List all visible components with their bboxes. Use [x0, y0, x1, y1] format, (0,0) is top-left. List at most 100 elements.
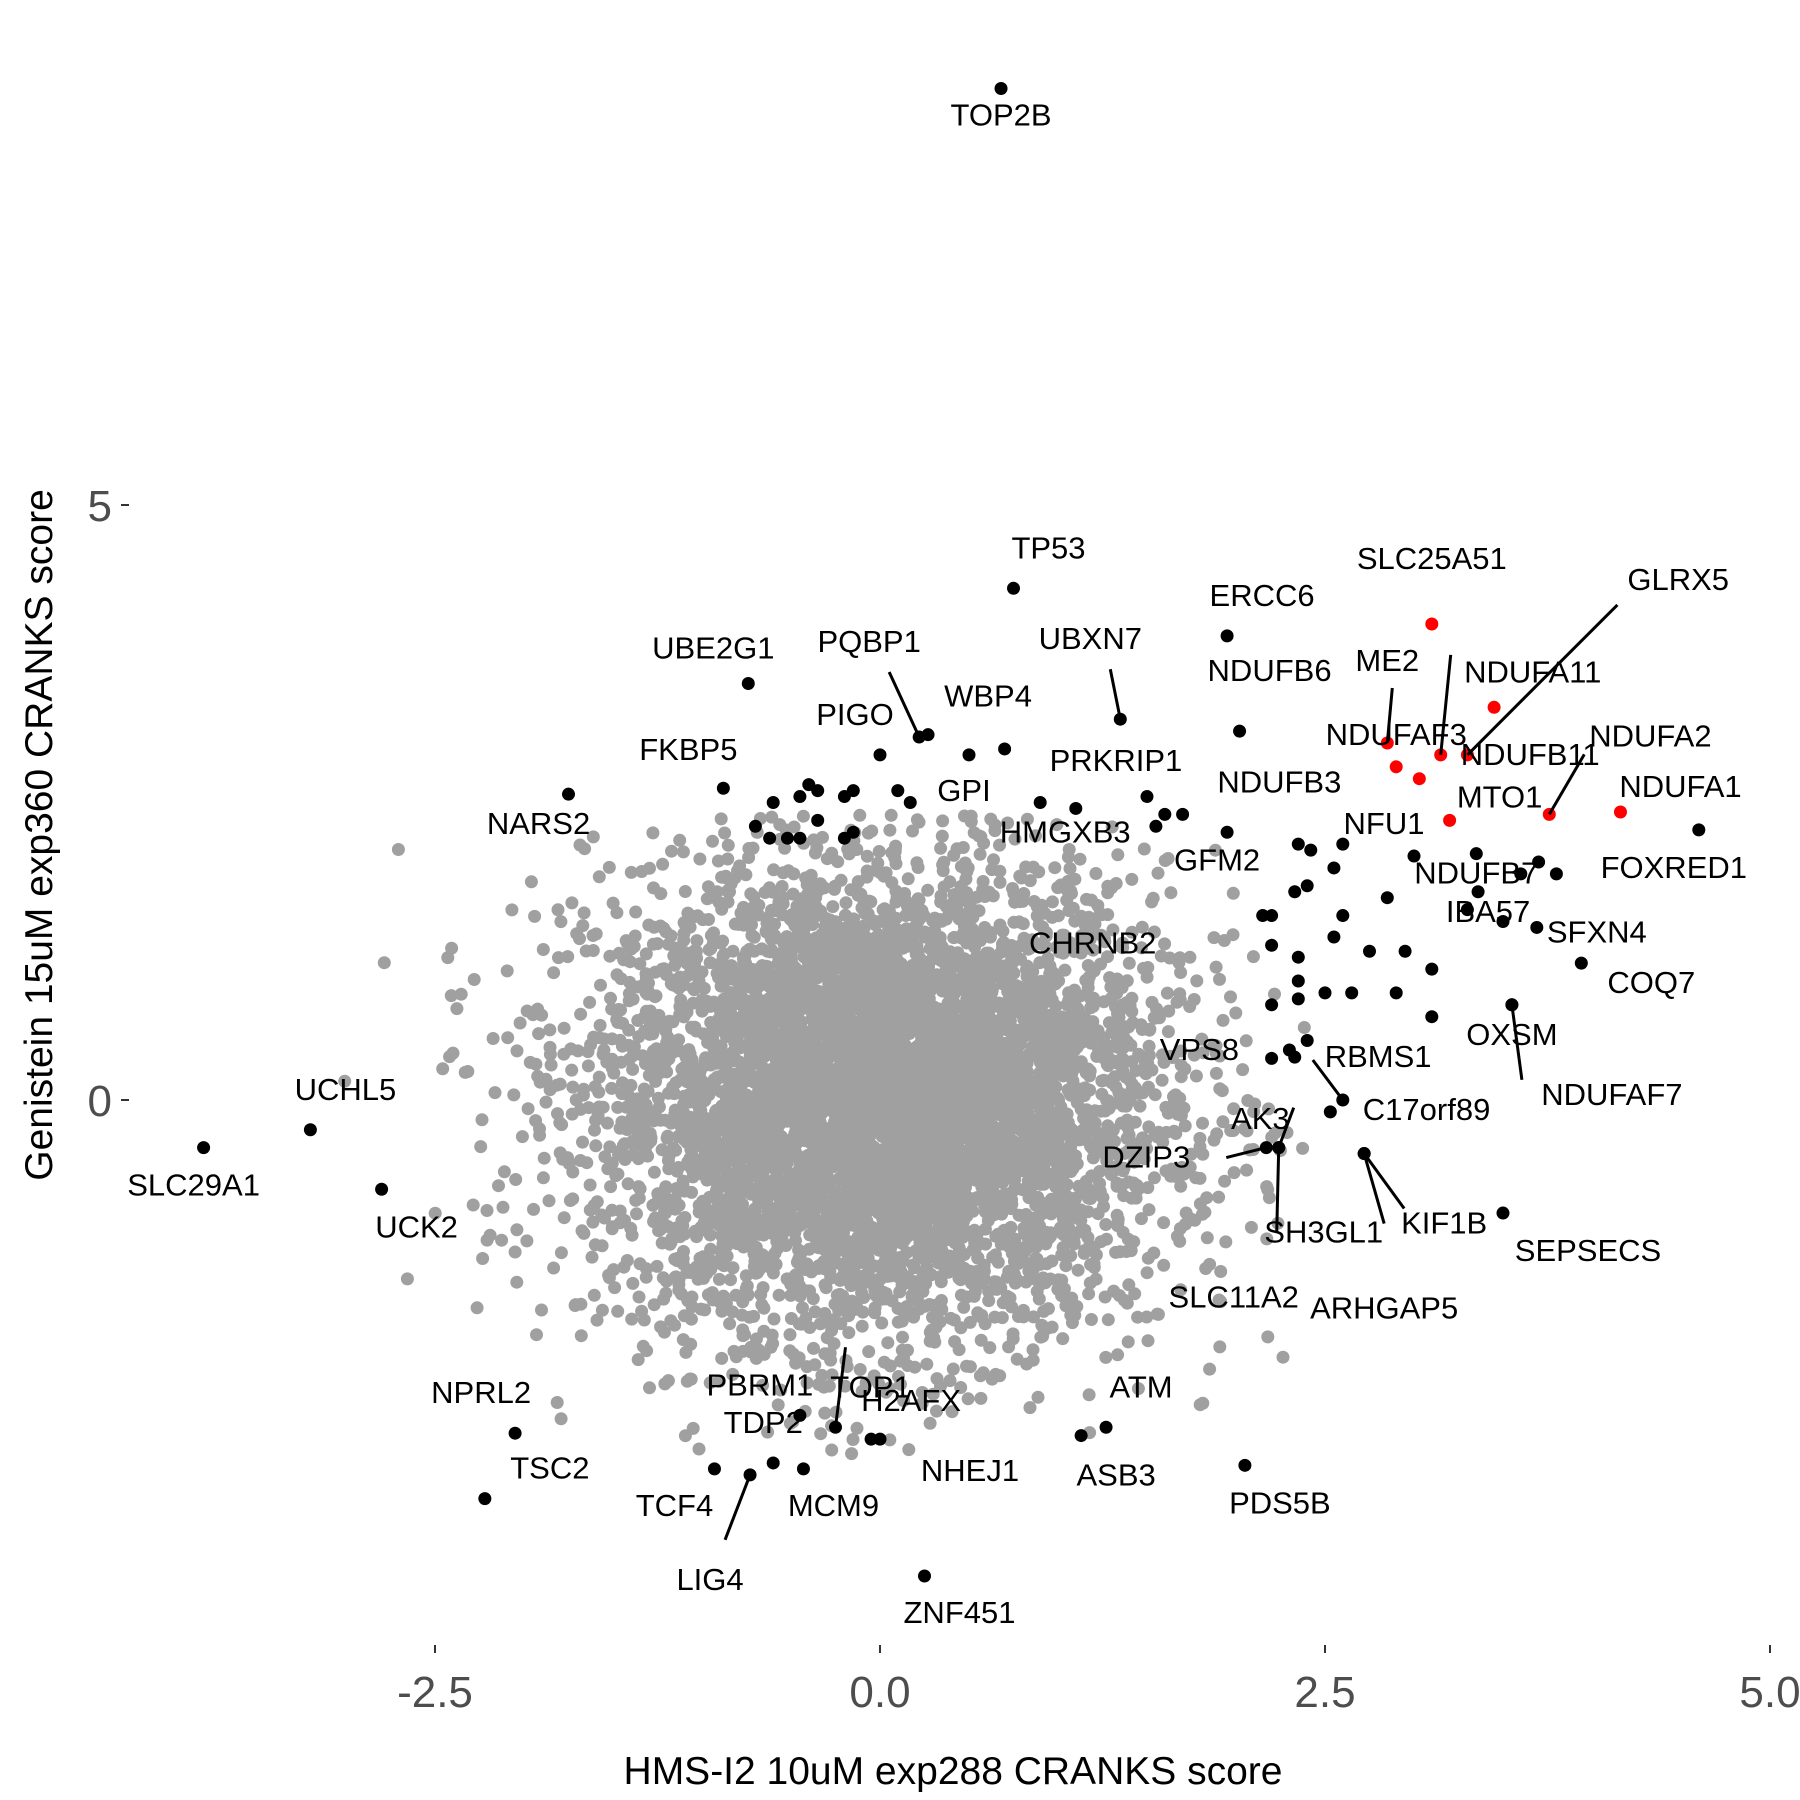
- background-point: [1135, 920, 1149, 934]
- background-point: [704, 1242, 718, 1256]
- background-point: [1082, 1287, 1096, 1301]
- background-point: [1226, 886, 1240, 900]
- background-point: [1071, 1263, 1085, 1277]
- background-point: [778, 841, 792, 855]
- background-point: [1164, 886, 1178, 900]
- background-point: [1174, 1283, 1188, 1297]
- background-point: [842, 1326, 856, 1340]
- background-point: [1110, 1179, 1124, 1193]
- background-point: [947, 931, 961, 945]
- background-point: [513, 1016, 527, 1030]
- background-point: [973, 847, 987, 861]
- background-point: [450, 1002, 464, 1016]
- background-point: [757, 1301, 771, 1315]
- background-point: [888, 940, 902, 954]
- background-point: [656, 857, 670, 871]
- background-point: [1227, 1102, 1241, 1116]
- background-point: [772, 1288, 786, 1302]
- background-point: [996, 924, 1010, 938]
- background-point: [1061, 850, 1075, 864]
- background-point: [721, 838, 735, 852]
- background-point: [1031, 1390, 1045, 1404]
- background-point: [724, 1273, 737, 1287]
- background-point: [565, 896, 579, 910]
- background-point: [678, 885, 692, 898]
- background-point: [844, 1279, 858, 1293]
- background-point: [944, 1311, 958, 1325]
- background-point: [814, 1427, 828, 1441]
- background-point: [1045, 895, 1059, 909]
- background-point: [1112, 1086, 1126, 1100]
- background-point: [1030, 1252, 1044, 1266]
- background-point: [1084, 1313, 1098, 1326]
- background-point: [1110, 1208, 1124, 1222]
- background-point: [979, 1237, 993, 1251]
- background-point: [1196, 1396, 1210, 1410]
- background-point: [807, 1341, 820, 1355]
- background-point: [488, 1086, 502, 1100]
- background-point: [983, 1341, 997, 1355]
- background-point: [542, 1194, 556, 1208]
- background-point: [611, 1304, 625, 1318]
- background-point: [533, 1128, 547, 1142]
- background-point: [857, 895, 871, 909]
- background-point: [1137, 1152, 1151, 1166]
- background-point: [750, 1332, 763, 1346]
- background-point: [651, 1091, 665, 1105]
- background-point: [723, 1317, 737, 1331]
- background-point: [495, 1233, 509, 1247]
- background-point: [824, 1353, 838, 1367]
- background-point: [879, 866, 893, 880]
- background-point: [993, 838, 1006, 852]
- background-point: [1097, 1200, 1110, 1213]
- background-point: [510, 1044, 524, 1058]
- background-point: [783, 1344, 797, 1358]
- background-point: [902, 1443, 916, 1457]
- background-point: [1010, 1352, 1024, 1366]
- background-point: [915, 1396, 929, 1410]
- background-point: [1140, 1310, 1154, 1324]
- background-point: [1140, 970, 1154, 984]
- background-point: [1062, 986, 1076, 1000]
- background-point: [703, 1228, 717, 1242]
- background-point: [1212, 1190, 1226, 1204]
- background-point: [780, 1008, 794, 1022]
- background-point: [1158, 854, 1172, 867]
- background-point: [1173, 987, 1187, 1001]
- background-point: [808, 846, 822, 860]
- background-point: [1106, 923, 1120, 937]
- background-point: [682, 1043, 696, 1057]
- background-point: [1207, 931, 1221, 945]
- background-point: [1051, 1105, 1065, 1119]
- background-point: [704, 1254, 718, 1268]
- background-point: [818, 1406, 832, 1420]
- background-point: [1032, 1127, 1046, 1141]
- background-point: [1111, 848, 1125, 862]
- background-point: [908, 1360, 922, 1374]
- background-point: [561, 950, 575, 964]
- background-point: [1081, 959, 1095, 972]
- background-point: [642, 918, 656, 932]
- background-point: [963, 1360, 977, 1374]
- background-point: [1200, 1191, 1214, 1205]
- background-point: [1064, 1308, 1078, 1322]
- background-point: [1026, 1343, 1040, 1357]
- background-point: [911, 914, 925, 928]
- background-point: [851, 875, 865, 889]
- background-point: [707, 926, 720, 940]
- background-point: [677, 927, 691, 941]
- background-point: [978, 1317, 992, 1331]
- background-point: [1089, 867, 1103, 880]
- background-point: [1001, 816, 1015, 830]
- background-point: [554, 1246, 568, 1260]
- background-point: [1216, 1013, 1230, 1027]
- background-point: [862, 1345, 876, 1359]
- background-point: [557, 1211, 571, 1225]
- background-point: [631, 1353, 645, 1367]
- background-point: [1261, 1330, 1275, 1344]
- background-point: [566, 1192, 580, 1206]
- background-point: [633, 957, 647, 971]
- background-point: [632, 1290, 646, 1304]
- background-point: [544, 1058, 558, 1072]
- background-point: [683, 1372, 697, 1386]
